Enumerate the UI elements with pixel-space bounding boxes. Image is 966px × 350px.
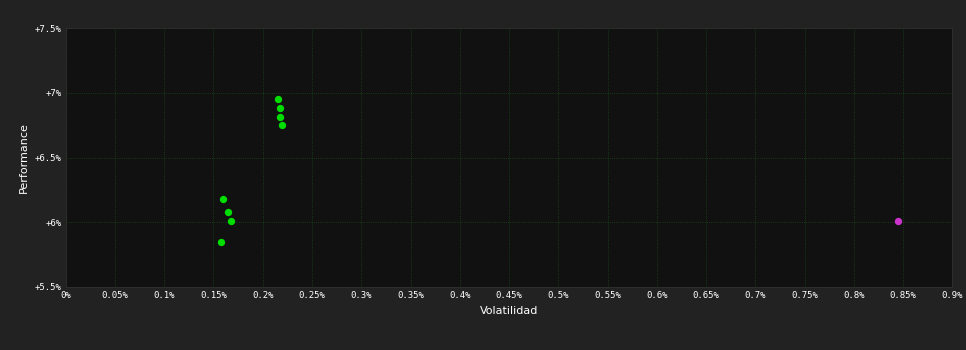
Point <box>274 122 290 128</box>
Point <box>891 218 906 224</box>
Point <box>223 218 239 224</box>
Point <box>213 239 229 244</box>
Y-axis label: Performance: Performance <box>19 122 29 193</box>
Point <box>270 96 285 102</box>
Point <box>272 114 288 120</box>
Point <box>271 105 287 111</box>
Point <box>220 209 236 215</box>
Point <box>215 196 231 202</box>
X-axis label: Volatilidad: Volatilidad <box>480 306 538 316</box>
